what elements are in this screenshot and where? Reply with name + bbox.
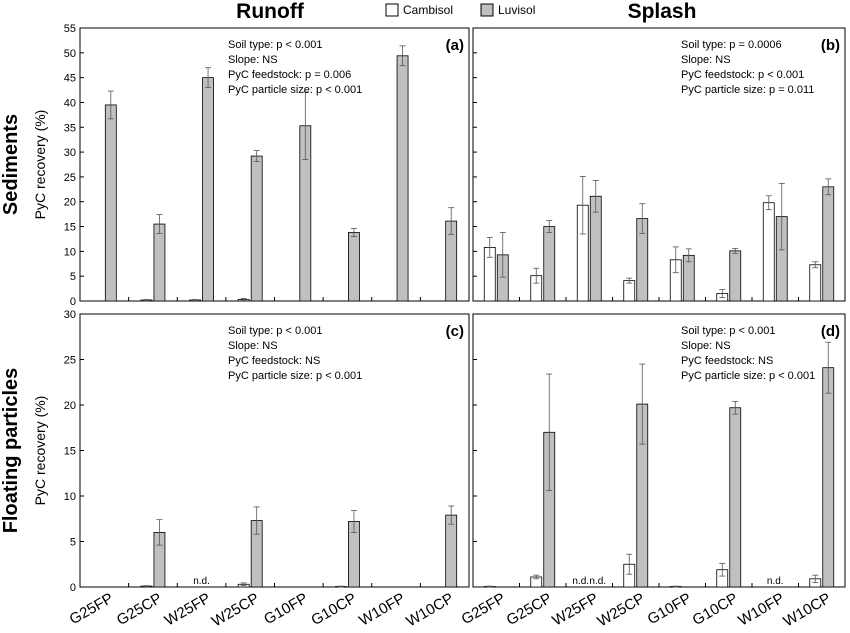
panel-c-xtick-label-g10fp: G10FP <box>261 590 311 628</box>
panel-c-ytick-label: 15 <box>64 446 76 458</box>
panel-c-xtick-label-g25fp: G25FP <box>67 590 117 628</box>
panel-a-bar-luvisol-w10fp <box>396 55 409 302</box>
panel-b-bar-cambisol-w10cp <box>809 264 822 302</box>
panel-c-ytick-label: 5 <box>70 537 76 549</box>
panel-c-ytick-label: 0 <box>70 582 76 594</box>
panel-d-stat-line-2: Slope: NS <box>681 340 731 352</box>
panel-a-ytick-label: 20 <box>64 197 76 209</box>
panel-a-tag: (a) <box>446 37 464 54</box>
panel-c-ytick-label: 20 <box>64 400 76 412</box>
panel-b-stat-line-3: PyC feedstock: p < 0.001 <box>681 69 804 81</box>
panel-d-xtick-label-g10fp: G10FP <box>645 590 695 628</box>
panel-d-nd-label-w25fp: n.d. <box>572 576 589 587</box>
panel-a-ytick-label: 5 <box>70 271 76 283</box>
panel-a-ytick-label: 40 <box>64 97 76 109</box>
panel-d-bar-luvisol-w10cp <box>822 367 835 588</box>
panel-c-xtick-label-w25cp: W25CP <box>209 590 262 631</box>
panel-c-stat-line-4: PyC particle size: p < 0.001 <box>228 370 362 382</box>
panel-d-stat-line-3: PyC feedstock: NS <box>681 355 773 367</box>
panel-c-xtick-label-w10fp: W10FP <box>356 590 408 630</box>
panel-b-tag: (b) <box>821 37 840 54</box>
panel-c-stat-line-1: Soil type: p < 0.001 <box>228 325 322 337</box>
panel-b-bar-luvisol-w10cp <box>822 186 835 302</box>
panel-a-stat-line-1: Soil type: p < 0.001 <box>228 39 322 51</box>
panel-a-ytick-label: 55 <box>64 23 76 35</box>
panel-c-ytick-label: 30 <box>64 309 76 321</box>
panel-a-stat-line-3: PyC feedstock: p = 0.006 <box>228 69 351 81</box>
panel-c-bar-luvisol-w10cp <box>445 514 458 588</box>
column-title-splash: Splash <box>628 0 697 23</box>
panel-a-ytick-label: 45 <box>64 73 76 85</box>
legend-swatch-luvisol <box>480 3 494 17</box>
legend-label-cambisol: Cambisol <box>403 3 453 17</box>
panel-d-stat-line-4: PyC particle size: p < 0.001 <box>681 370 815 382</box>
panel-a-ytick-label: 30 <box>64 147 76 159</box>
panel-d-xtick-label-w10cp: W10CP <box>780 590 833 631</box>
panel-a-ytick-label: 15 <box>64 222 76 234</box>
panel-a-ytick-label: 25 <box>64 172 76 184</box>
panel-d-xtick-label-w10fp: W10FP <box>735 590 787 630</box>
legend-label-luvisol: Luvisol <box>498 3 535 17</box>
panel-b-bar-cambisol-w10fp <box>762 202 775 302</box>
panel-d-xtick-label-w25cp: W25CP <box>594 590 647 631</box>
panel-d-frame <box>472 313 846 588</box>
panel-d-nd-label-w10fp: n.d. <box>767 576 784 587</box>
panel-a-ytick-label: 0 <box>70 296 76 308</box>
column-title-runoff: Runoff <box>236 0 305 23</box>
panel-d-tag: (d) <box>821 323 840 340</box>
row-title-sediments: Sediments <box>0 114 22 215</box>
panel-c-stat-line-2: Slope: NS <box>228 340 278 352</box>
panel-a-bar-luvisol-g10cp <box>348 232 360 302</box>
panel-a-ytick-label: 50 <box>64 48 76 60</box>
panel-b-bar-luvisol-g25cp <box>543 226 556 302</box>
panel-c-ytick-label: 10 <box>64 491 76 503</box>
panel-a-ytick-label: 10 <box>64 246 76 258</box>
panel-d-xtick-label-g10cp: G10CP <box>690 590 741 629</box>
panel-b-stat-line-4: PyC particle size: p = 0.011 <box>681 84 814 96</box>
panel-a-stat-line-4: PyC particle size: p < 0.001 <box>228 84 362 96</box>
panel-d-bar-luvisol-g10cp <box>729 407 742 588</box>
panel-d-nd-label-w25fp: n.d. <box>589 576 606 587</box>
panel-c-stat-line-3: PyC feedstock: NS <box>228 355 320 367</box>
panel-c-tag: (c) <box>446 323 464 340</box>
panel-d-stat-line-1: Soil type: p < 0.001 <box>681 325 775 337</box>
panel-d-xtick-label-g25fp: G25FP <box>459 590 509 628</box>
panel-c-nd-label-w25fp: n.d. <box>193 576 210 587</box>
panel-a-bar-luvisol-w25cp <box>250 155 263 302</box>
panel-b-stat-line-2: Slope: NS <box>681 54 731 66</box>
panel-c-xtick-label-w25fp: W25FP <box>162 590 214 630</box>
legend-swatch-cambisol <box>385 3 399 17</box>
panel-a-ylabel: PyC recovery (%) <box>32 110 48 220</box>
panel-d-xtick-label-w25fp: W25FP <box>549 590 601 630</box>
panel-a-stat-line-2: Slope: NS <box>228 54 278 66</box>
panel-c-xtick-label-g25cp: G25CP <box>114 590 165 629</box>
panel-b-stat-line-1: Soil type: p = 0.0006 <box>681 39 782 51</box>
panel-c-xtick-label-w10cp: W10CP <box>403 590 456 631</box>
panel-c-ylabel: PyC recovery (%) <box>32 396 48 506</box>
panel-a-bar-luvisol-w25fp <box>202 77 214 302</box>
panel-d-xtick-label-g25cp: G25CP <box>504 590 555 629</box>
panel-a-bar-luvisol-g25fp <box>104 104 117 302</box>
panel-a-ytick-label: 35 <box>64 122 76 134</box>
panel-b-bar-luvisol-g10cp <box>729 250 742 302</box>
panel-c-xtick-label-g10cp: G10CP <box>308 590 359 629</box>
panel-b-bar-cambisol-w25cp <box>623 280 636 302</box>
panel-c-ytick-label: 25 <box>64 355 76 367</box>
row-title-floating-particles: Floating particles <box>0 368 22 534</box>
panel-a-bar-luvisol-g25cp <box>153 223 166 302</box>
